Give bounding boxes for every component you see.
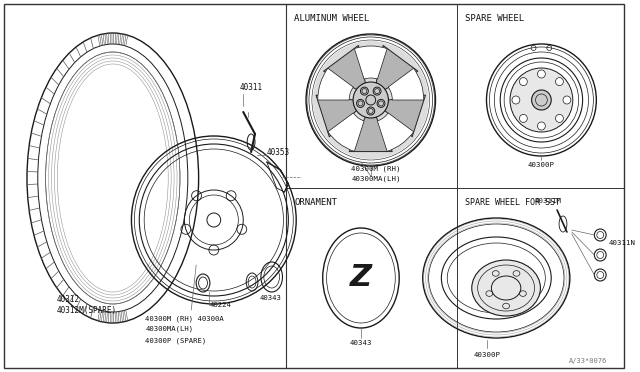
Text: 40224: 40224 bbox=[210, 302, 232, 308]
Text: 40311M: 40311M bbox=[534, 198, 561, 204]
Text: 40300MA(LH): 40300MA(LH) bbox=[145, 326, 193, 333]
Polygon shape bbox=[324, 45, 365, 89]
Text: 40300M (RH): 40300M (RH) bbox=[351, 165, 401, 171]
Wedge shape bbox=[388, 68, 424, 100]
Text: ORNAMENT: ORNAMENT bbox=[294, 198, 337, 207]
Text: 40312: 40312 bbox=[57, 295, 80, 304]
Text: 40311N: 40311N bbox=[609, 240, 636, 246]
Text: Z: Z bbox=[350, 263, 372, 292]
Circle shape bbox=[510, 68, 573, 132]
Circle shape bbox=[538, 70, 545, 78]
Circle shape bbox=[520, 78, 527, 86]
Circle shape bbox=[563, 96, 571, 104]
Text: A/33*0076: A/33*0076 bbox=[569, 358, 607, 364]
Text: 40343: 40343 bbox=[349, 340, 372, 346]
Polygon shape bbox=[316, 95, 356, 137]
Text: SPARE WHEEL: SPARE WHEEL bbox=[465, 14, 524, 23]
Text: SPARE WHEEL FOR SST: SPARE WHEEL FOR SST bbox=[465, 198, 560, 207]
Text: ALUMINUM WHEEL: ALUMINUM WHEEL bbox=[294, 14, 369, 23]
Circle shape bbox=[538, 122, 545, 130]
Polygon shape bbox=[376, 45, 418, 89]
Text: 40311: 40311 bbox=[239, 83, 262, 92]
Text: 40353: 40353 bbox=[267, 148, 290, 157]
Wedge shape bbox=[318, 68, 353, 100]
Polygon shape bbox=[385, 95, 426, 137]
Wedge shape bbox=[355, 46, 387, 79]
Text: 40300P: 40300P bbox=[528, 162, 555, 168]
Circle shape bbox=[556, 114, 563, 122]
Circle shape bbox=[532, 90, 551, 110]
Ellipse shape bbox=[472, 260, 540, 316]
Text: 40300MA(LH): 40300MA(LH) bbox=[351, 175, 401, 182]
Text: 40300P: 40300P bbox=[474, 352, 501, 358]
Text: 40312M(SPARE): 40312M(SPARE) bbox=[57, 306, 117, 315]
Wedge shape bbox=[378, 113, 413, 151]
Text: 40343: 40343 bbox=[260, 295, 282, 301]
Text: 40300P (SPARE): 40300P (SPARE) bbox=[145, 337, 207, 343]
Polygon shape bbox=[349, 117, 392, 151]
Wedge shape bbox=[328, 113, 364, 151]
Circle shape bbox=[556, 78, 563, 86]
Circle shape bbox=[353, 82, 388, 118]
Circle shape bbox=[512, 96, 520, 104]
Circle shape bbox=[313, 41, 429, 159]
Circle shape bbox=[520, 114, 527, 122]
Text: 40300M (RH) 40300A: 40300M (RH) 40300A bbox=[145, 315, 224, 321]
